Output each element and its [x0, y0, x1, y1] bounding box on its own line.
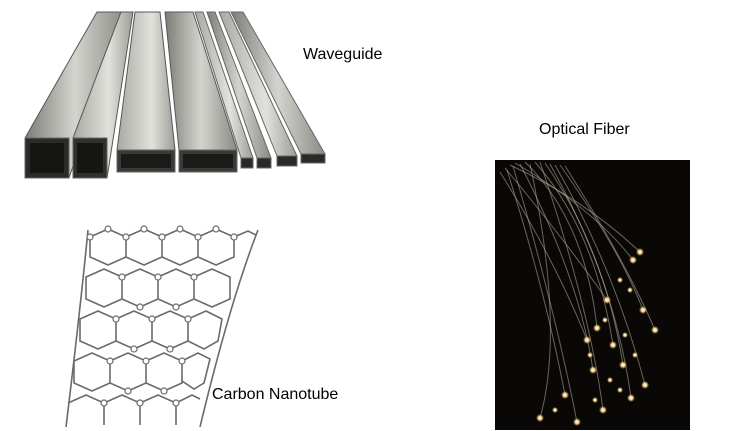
optical-fiber-photo [495, 160, 690, 430]
carbon-nanotube-label: Carbon Nanotube [212, 386, 339, 403]
fiber-strands [499, 161, 656, 423]
nanotube-atoms [86, 225, 238, 407]
carbon-nanotube-drawing [65, 225, 259, 427]
nanotube-lattice [67, 228, 257, 425]
waveguide-label: Waveguide [303, 46, 383, 63]
fiber-glow-points [536, 248, 659, 426]
optical-fiber-label: Optical Fiber [539, 121, 630, 138]
waveguide-photo [24, 11, 326, 179]
nanotube-outline [65, 229, 259, 427]
